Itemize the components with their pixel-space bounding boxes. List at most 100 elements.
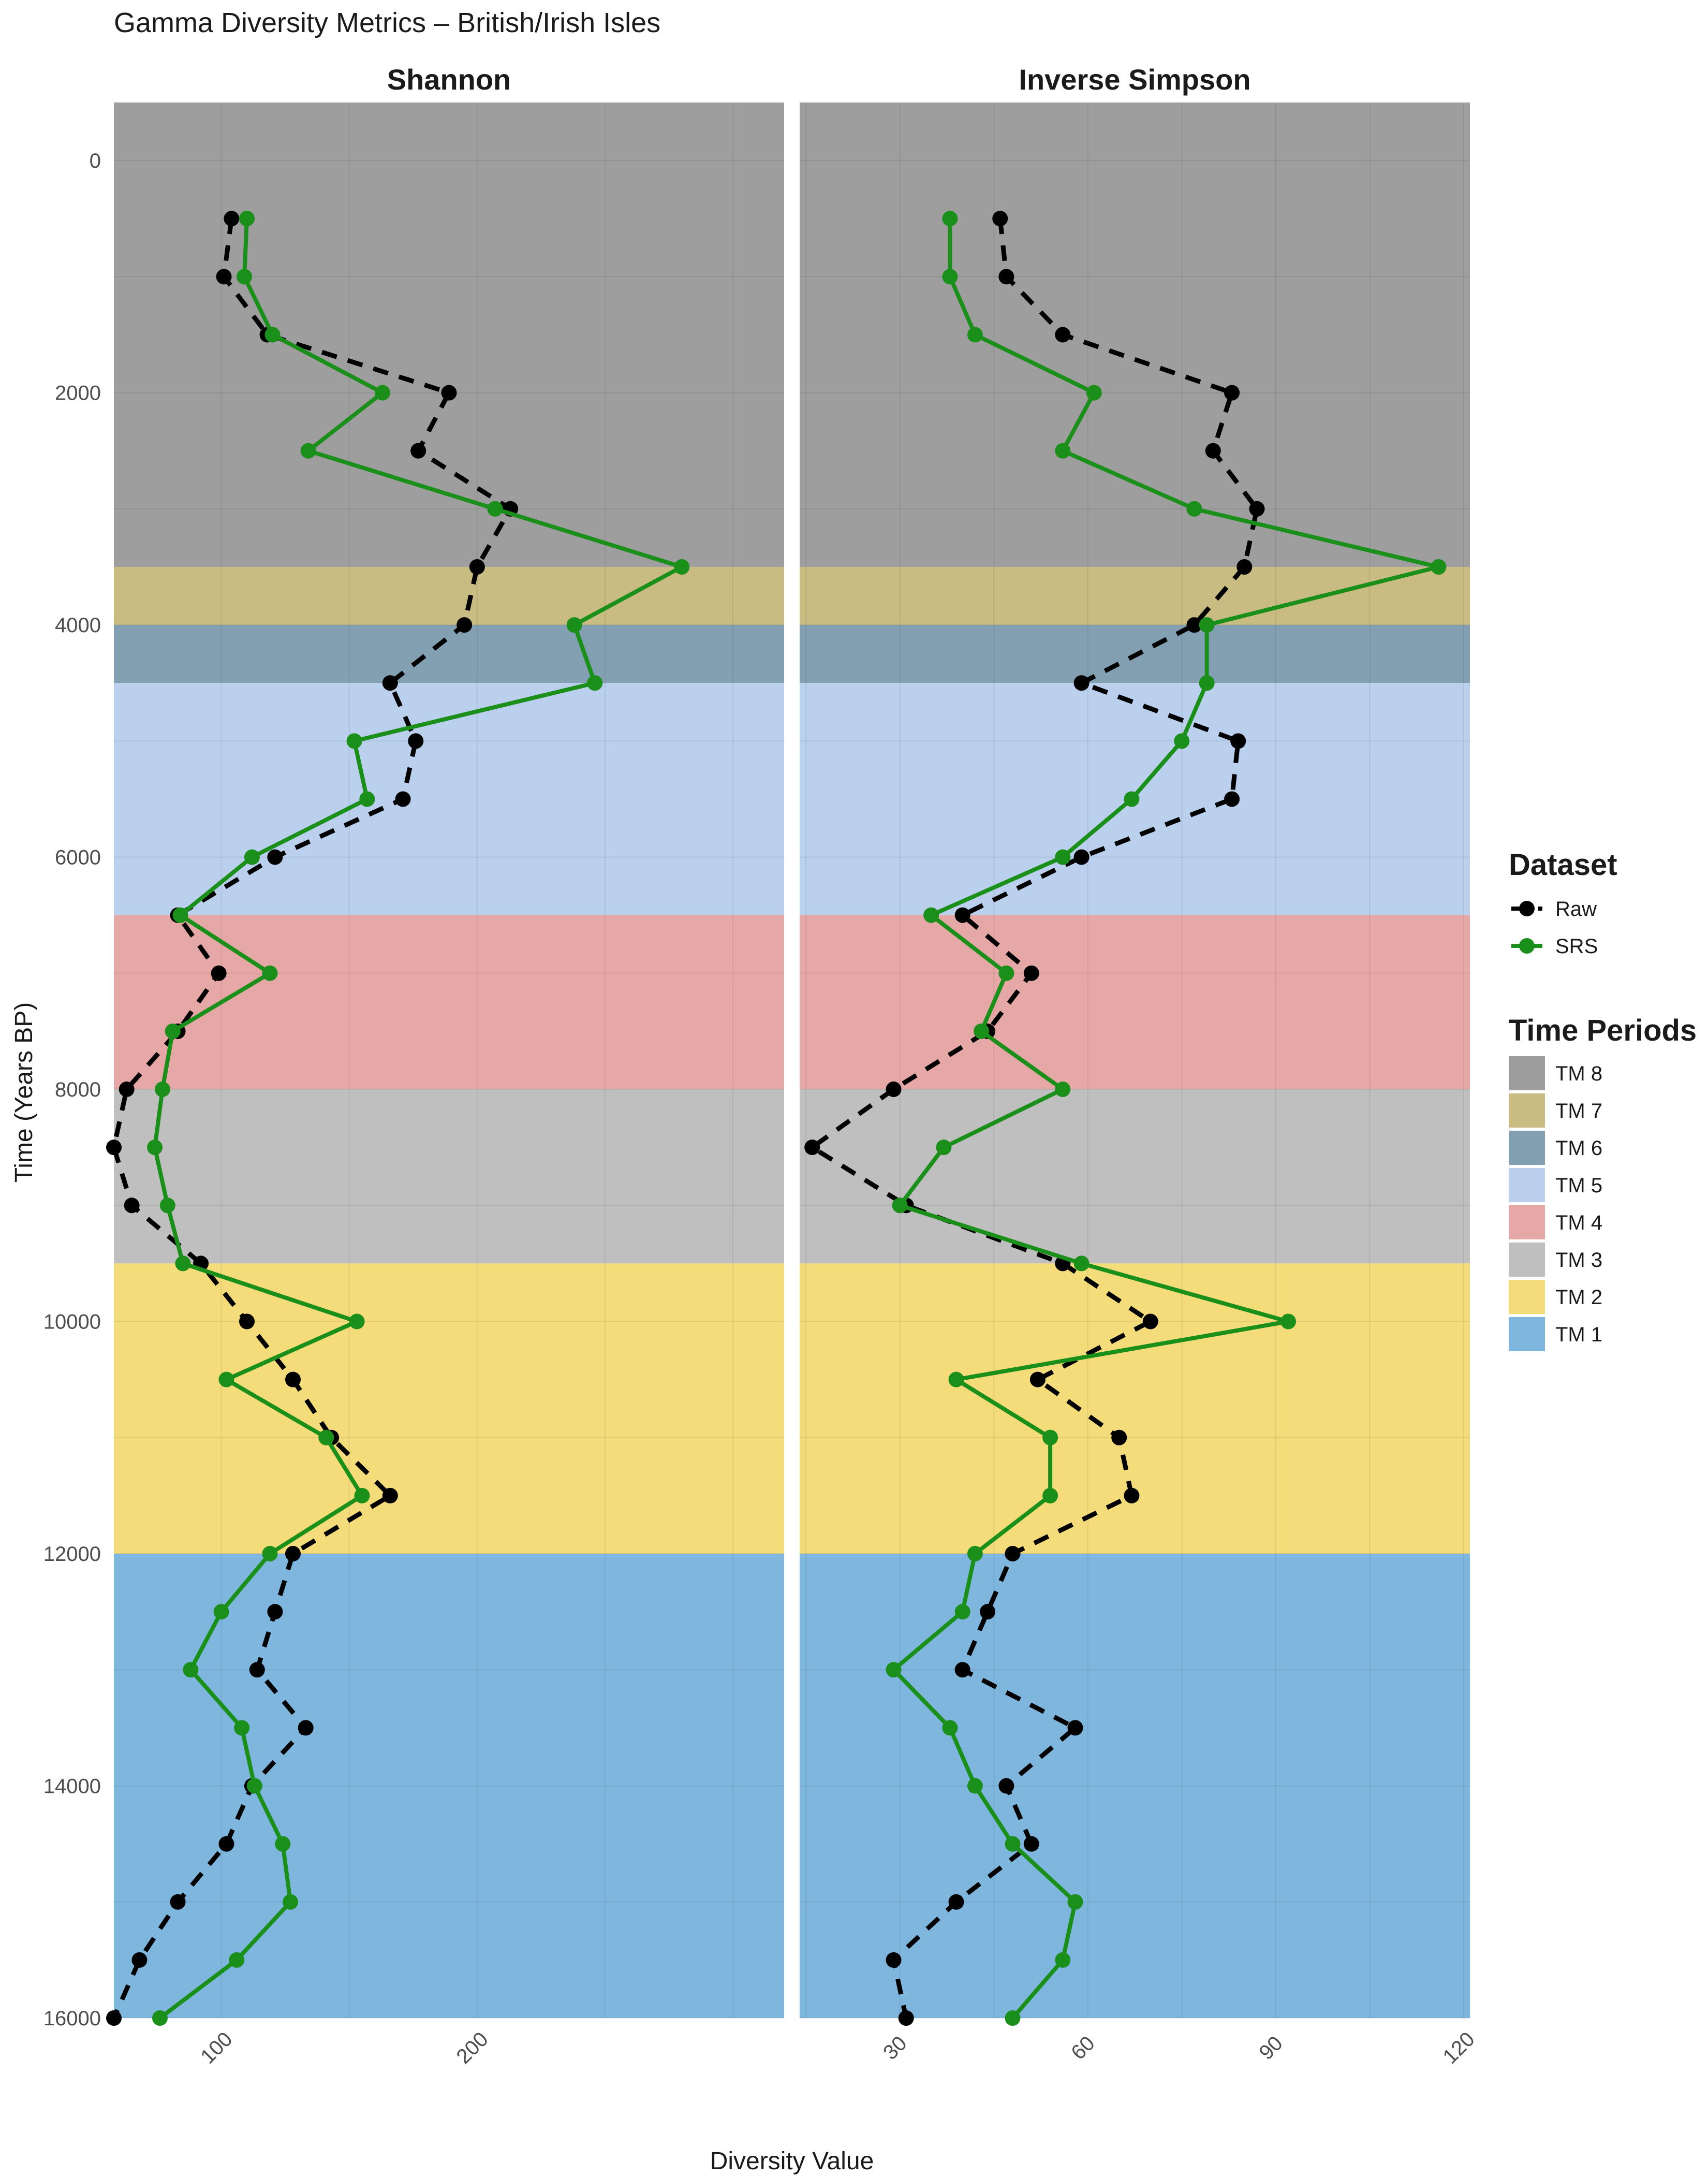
panel-title: Shannon (387, 63, 511, 96)
data-point-raw (441, 385, 457, 401)
data-point-raw (211, 965, 227, 981)
legend-swatch (1509, 1243, 1545, 1277)
data-point-srs (246, 1778, 262, 1794)
data-point-srs (1067, 1894, 1083, 1910)
data-point-raw (119, 1082, 135, 1098)
data-point-srs (1055, 443, 1071, 459)
time-period-band (114, 1089, 784, 1264)
legend-swatch (1509, 1168, 1545, 1202)
data-point-srs (1073, 1255, 1089, 1272)
data-point-raw (954, 1662, 970, 1678)
y-tick-label: 4000 (55, 614, 101, 637)
legend-item-label: TM 6 (1555, 1137, 1602, 1160)
data-point-raw (131, 1952, 148, 1968)
legend-title-time-periods: Time Periods (1509, 1014, 1697, 1047)
data-point-raw (170, 1894, 186, 1910)
data-point-raw (998, 269, 1014, 285)
time-period-band (800, 103, 1470, 567)
data-point-srs (1005, 2010, 1021, 2026)
legend-item-label: TM 1 (1555, 1323, 1602, 1346)
y-tick-label: 14000 (43, 1775, 101, 1798)
data-point-raw (886, 1082, 902, 1098)
data-point-raw (218, 1836, 234, 1852)
series-line-srs (153, 218, 684, 2020)
data-point-raw (1205, 443, 1221, 459)
data-point-raw (408, 733, 424, 749)
time-period-band (800, 915, 1470, 1090)
data-point-raw (1142, 1313, 1158, 1329)
data-point-raw (1067, 1720, 1083, 1736)
y-tick-label: 10000 (43, 1311, 101, 1334)
data-point-raw (998, 1778, 1014, 1794)
x-tick-label: 30 (879, 2032, 911, 2065)
data-point-srs (1431, 559, 1447, 575)
panel-1: Inverse Simpson 30 60 90 120 (800, 63, 1479, 2068)
data-point-srs (1124, 791, 1140, 807)
data-point-raw (1224, 385, 1240, 401)
data-point-srs (1199, 675, 1215, 691)
y-tick-label: 6000 (55, 846, 101, 869)
data-point-srs (262, 1546, 278, 1562)
y-axis-label: Time (Years BP) (10, 1002, 38, 1183)
data-point-raw (1111, 1429, 1127, 1445)
data-point-raw (1186, 617, 1202, 633)
data-point-raw (1224, 791, 1240, 807)
data-point-raw (1230, 733, 1246, 749)
data-point-raw (267, 1604, 283, 1620)
data-point-srs (1199, 617, 1215, 633)
legend-item-label: TM 7 (1555, 1100, 1602, 1122)
legend-swatch (1509, 1317, 1545, 1351)
data-point-srs (967, 1778, 983, 1794)
data-point-raw (1073, 849, 1089, 865)
x-tick-label: 60 (1067, 2032, 1099, 2065)
legend-item-label: TM 3 (1555, 1249, 1602, 1272)
data-point-raw (1236, 559, 1253, 575)
data-point-raw (469, 559, 485, 575)
data-point-raw (1023, 1836, 1039, 1852)
data-point-raw (954, 907, 970, 923)
data-point-raw (106, 2010, 122, 2026)
data-point-srs (244, 849, 260, 865)
data-point-raw (1073, 675, 1089, 691)
data-point-srs (237, 269, 253, 285)
panels-layer: Shannon 100 200 Inverse Simpson 30 60 90 120 0 20… (43, 63, 1479, 2068)
y-tick-label: 8000 (55, 1078, 101, 1101)
data-point-raw (886, 1952, 902, 1968)
data-point-srs (229, 1952, 245, 1968)
y-tick-label: 2000 (55, 382, 101, 405)
data-point-srs (948, 1371, 964, 1387)
legend-item-label: TM 4 (1555, 1211, 1602, 1234)
legend-item-label: TM 5 (1555, 1174, 1602, 1197)
data-point-srs (218, 1371, 234, 1387)
data-point-raw (382, 1487, 398, 1503)
legend-swatch (1509, 1093, 1545, 1128)
data-point-srs (954, 1604, 970, 1620)
data-point-raw (382, 675, 398, 691)
data-point-srs (300, 443, 316, 459)
legend-key-marker (1519, 901, 1535, 916)
data-point-raw (106, 1139, 122, 1156)
x-tick-label: 200 (452, 2028, 493, 2068)
data-point-srs (674, 559, 690, 575)
data-point-srs (262, 965, 278, 981)
data-point-srs (359, 791, 375, 807)
data-point-raw (267, 849, 283, 865)
data-point-srs (923, 907, 939, 923)
data-point-raw (239, 1313, 255, 1329)
data-point-srs (1005, 1836, 1021, 1852)
data-point-srs (1174, 733, 1190, 749)
time-period-band (114, 1263, 784, 1554)
data-point-srs (152, 2010, 168, 2026)
data-point-raw (804, 1139, 820, 1156)
data-point-raw (285, 1371, 301, 1387)
x-axis-label: Diversity Value (710, 2147, 874, 2174)
data-point-raw (1005, 1546, 1021, 1562)
data-point-raw (249, 1662, 265, 1678)
data-point-raw (1249, 501, 1265, 517)
data-point-srs (183, 1662, 199, 1678)
y-tick-label: 16000 (43, 2007, 101, 2030)
data-point-srs (892, 1197, 908, 1214)
x-tick-label: 100 (196, 2028, 237, 2068)
data-point-raw (410, 443, 426, 459)
